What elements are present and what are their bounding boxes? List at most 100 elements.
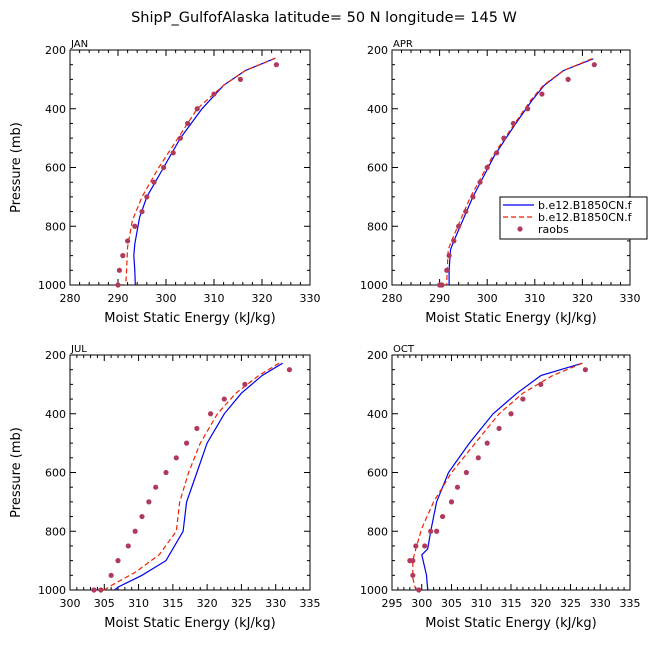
x-tick-label: 325 <box>560 597 581 610</box>
data-point <box>115 282 121 288</box>
data-point <box>582 367 588 373</box>
data-point <box>115 558 121 564</box>
x-tick-label: 335 <box>620 597 641 610</box>
data-point <box>456 223 462 229</box>
data-point <box>446 253 452 259</box>
y-tick-label: 1000 <box>360 584 388 597</box>
data-point <box>98 587 104 593</box>
x-tick-label: 325 <box>231 597 252 610</box>
y-tick-label: 200 <box>367 349 388 362</box>
x-tick-label: 320 <box>530 597 551 610</box>
data-point <box>139 513 145 520</box>
chart-panel-oct: 295 300 305 310 315 320 325 330 335 200 400 600 800 1… <box>360 344 641 631</box>
data-point <box>525 106 531 112</box>
raobs-points <box>437 62 597 288</box>
data-point <box>437 282 443 288</box>
data-point <box>454 484 461 490</box>
y-tick-label: 600 <box>45 467 66 480</box>
data-point <box>520 396 526 402</box>
data-point <box>125 238 131 244</box>
figure-title: ShipP_GulfofAlaska latitude= 50 N longit… <box>131 10 517 26</box>
y-tick-label: 200 <box>45 44 66 57</box>
y-tick-label: 600 <box>367 467 388 480</box>
chart-panel-jan: 280 290 300 310 320 330 200 400 600 800 1000 JAN Moi… <box>9 39 321 326</box>
x-axis-label: Moist Static Energy (kJ/kg) <box>425 311 596 326</box>
y-tick-label: 1000 <box>38 584 66 597</box>
data-point <box>477 179 483 185</box>
x-tick-label: 300 <box>60 597 81 610</box>
data-point <box>470 194 476 200</box>
y-tick-label: 200 <box>45 349 66 362</box>
dashed-series-line <box>446 58 593 286</box>
y-tick-label: 800 <box>367 525 388 538</box>
x-tick-label: 290 <box>108 292 129 305</box>
y-tick-label: 200 <box>367 44 388 57</box>
y-axis-label: Pressure (mb) <box>9 122 24 213</box>
data-point <box>207 411 214 417</box>
chart-panels: 280 290 300 310 320 330 200 400 600 800 1000 JAN Moi… <box>9 39 641 631</box>
plot-frame <box>69 354 311 591</box>
data-point <box>139 208 145 215</box>
legend-marker <box>517 226 523 232</box>
raobs-points <box>407 367 588 593</box>
chart-panel-apr: 280 290 300 310 320 330 200 400 600 800 1000 APR Moi… <box>360 39 641 326</box>
data-point <box>538 381 544 387</box>
x-tick-label: 295 <box>382 597 403 610</box>
y-tick-label: 400 <box>45 103 66 116</box>
data-point <box>116 267 123 273</box>
y-tick-label: 1000 <box>360 279 388 292</box>
x-tick-label: 330 <box>300 292 321 305</box>
plot-frame <box>391 49 631 286</box>
x-tick-label: 280 <box>382 292 403 305</box>
y-tick-label: 600 <box>367 162 388 175</box>
legend-label: b.e12.B1850CN.f <box>538 199 633 212</box>
data-point <box>194 425 200 432</box>
plot-frame <box>69 49 311 286</box>
data-point <box>170 150 176 156</box>
panel-label: JAN <box>70 39 88 50</box>
dashed-series-line <box>412 362 583 591</box>
panel-label: OCT <box>393 344 415 355</box>
data-point <box>434 528 440 534</box>
data-point <box>428 528 434 534</box>
data-point <box>183 440 190 446</box>
data-point <box>451 238 457 244</box>
data-point <box>221 396 227 402</box>
data-point <box>194 106 200 112</box>
y-tick-label: 400 <box>367 408 388 421</box>
chart-panel-jul: 300 305 310 315 320 325 330 335 200 400 600 800 1000… <box>9 344 321 631</box>
data-point <box>510 120 516 127</box>
data-point <box>273 62 279 68</box>
y-tick-label: 400 <box>367 103 388 116</box>
dashed-series-line <box>125 57 276 286</box>
x-tick-label: 310 <box>128 597 149 610</box>
x-tick-label: 305 <box>94 597 115 610</box>
data-point <box>508 411 514 417</box>
y-tick-label: 800 <box>45 525 66 538</box>
y-tick-label: 800 <box>367 220 388 233</box>
x-tick-label: 300 <box>411 597 432 610</box>
data-point <box>484 440 490 446</box>
x-tick-label: 290 <box>429 292 450 305</box>
solid-series-line <box>133 57 276 286</box>
data-point <box>161 164 167 171</box>
data-point <box>144 194 150 200</box>
y-axis-label: Pressure (mb) <box>9 427 24 518</box>
data-point <box>448 499 455 505</box>
data-point <box>565 76 571 82</box>
data-point <box>463 469 469 476</box>
legend-label: b.e12.B1850CN.f <box>538 211 633 224</box>
data-point <box>163 469 169 476</box>
x-axis-label: Moist Static Energy (kJ/kg) <box>425 616 596 631</box>
data-point <box>591 62 597 68</box>
x-tick-label: 320 <box>197 597 218 610</box>
data-point <box>185 120 191 127</box>
solid-series-line <box>114 362 283 591</box>
data-point <box>242 381 248 387</box>
x-tick-label: 315 <box>501 597 522 610</box>
data-point <box>173 455 179 461</box>
data-point <box>494 150 500 156</box>
raobs-points <box>91 367 293 593</box>
